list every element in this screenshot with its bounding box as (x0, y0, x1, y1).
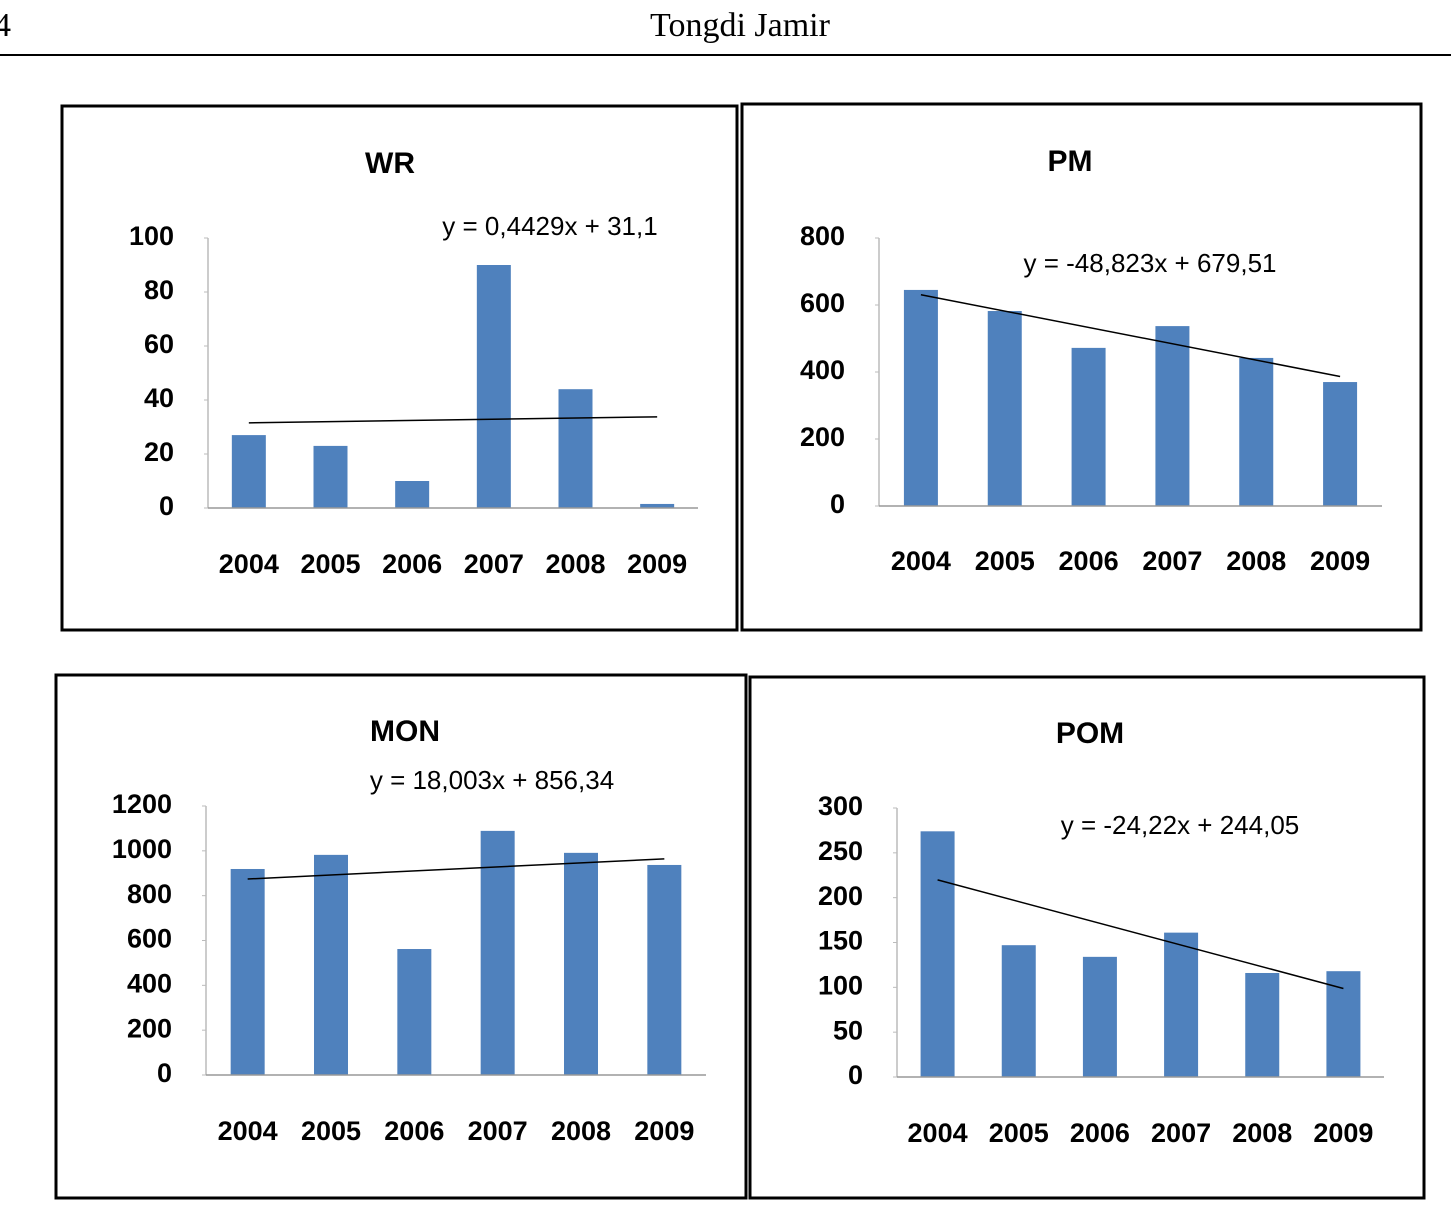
x-tick-label: 2009 (627, 549, 687, 579)
bar (1001, 945, 1036, 1077)
chart-frame (748, 675, 1426, 1200)
chart-frame (60, 104, 739, 632)
bar (903, 289, 938, 506)
trendline (937, 879, 1344, 990)
x-tick-label: 2005 (301, 1116, 361, 1146)
bar (987, 311, 1022, 506)
trendline-equation: y = 0,4429x + 31,1 (442, 211, 657, 241)
x-tick-label: 2008 (551, 1116, 611, 1146)
y-tick-label: 600 (800, 288, 845, 318)
bar (395, 481, 430, 508)
x-tick-label: 2009 (634, 1116, 694, 1146)
bar (314, 854, 348, 1075)
bar (1164, 932, 1199, 1077)
bar (480, 830, 515, 1075)
bar (640, 503, 675, 508)
x-tick-label: 2007 (468, 1116, 528, 1146)
chart-frame (54, 673, 748, 1200)
bar (1326, 971, 1361, 1077)
page-number: 4 (0, 7, 11, 44)
y-tick-label: 50 (833, 1015, 863, 1045)
bar (313, 445, 348, 508)
x-tick-label: 2004 (219, 549, 279, 579)
trendline (248, 416, 658, 424)
y-tick-label: 400 (127, 968, 172, 998)
y-tick-label: 0 (159, 491, 174, 521)
y-tick-label: 300 (818, 791, 863, 821)
y-tick-label: 100 (129, 221, 174, 251)
x-tick-label: 2005 (300, 549, 360, 579)
y-tick-label: 60 (144, 329, 174, 359)
bar (1155, 326, 1190, 506)
x-tick-label: 2006 (382, 549, 442, 579)
trendline (920, 293, 1341, 378)
y-tick-label: 1200 (112, 789, 172, 819)
y-tick-label: 40 (144, 383, 174, 413)
x-tick-label: 2008 (1232, 1118, 1292, 1148)
y-tick-label: 250 (818, 836, 863, 866)
y-tick-label: 600 (127, 924, 172, 954)
bar (558, 389, 593, 508)
x-tick-label: 2008 (1226, 546, 1286, 576)
bar (1082, 956, 1117, 1077)
bar (1071, 347, 1106, 506)
y-tick-label: 80 (144, 275, 174, 305)
y-tick-label: 150 (818, 926, 863, 956)
x-tick-label: 2009 (1310, 546, 1370, 576)
x-tick-label: 2006 (1059, 546, 1119, 576)
x-tick-label: 2007 (1151, 1118, 1211, 1148)
y-tick-label: 100 (818, 970, 863, 1000)
y-tick-label: 200 (818, 881, 863, 911)
bar (920, 831, 955, 1077)
running-title: Tongdi Jamir (650, 7, 831, 44)
bar (1323, 382, 1358, 506)
y-tick-label: 400 (800, 355, 845, 385)
x-tick-label: 2004 (218, 1116, 278, 1146)
x-tick-label: 2006 (384, 1116, 444, 1146)
x-tick-label: 2004 (891, 546, 951, 576)
bar (564, 852, 598, 1075)
bar (476, 265, 511, 508)
trendline-equation: y = -24,22x + 244,05 (1061, 810, 1300, 840)
x-tick-label: 2006 (1070, 1118, 1130, 1148)
y-tick-label: 800 (800, 221, 845, 251)
chart-title: PM (1048, 145, 1093, 178)
x-tick-label: 2009 (1313, 1118, 1373, 1148)
bar (647, 864, 682, 1075)
bar (231, 435, 266, 508)
x-tick-label: 2005 (975, 546, 1035, 576)
y-tick-label: 200 (800, 422, 845, 452)
chart-title: POM (1056, 717, 1124, 750)
chart-title: WR (365, 147, 415, 180)
trendline-equation: y = 18,003x + 856,34 (370, 765, 614, 795)
y-tick-label: 1000 (112, 834, 172, 864)
trendline-equation: y = -48,823x + 679,51 (1024, 248, 1277, 278)
y-tick-label: 0 (157, 1058, 172, 1088)
x-tick-label: 2007 (464, 549, 524, 579)
x-tick-label: 2005 (989, 1118, 1049, 1148)
x-tick-label: 2004 (908, 1118, 968, 1148)
y-tick-label: 0 (830, 489, 845, 519)
trendline (247, 858, 665, 880)
y-tick-label: 0 (848, 1060, 863, 1090)
chart-frame (740, 102, 1423, 632)
x-tick-label: 2007 (1142, 546, 1202, 576)
bar (1239, 357, 1274, 506)
x-tick-label: 2008 (545, 549, 605, 579)
y-tick-label: 200 (127, 1013, 172, 1043)
bar (230, 868, 265, 1075)
chart-title: MON (370, 715, 440, 748)
bar (1245, 972, 1280, 1077)
bar (397, 949, 432, 1075)
y-tick-label: 20 (144, 437, 174, 467)
y-tick-label: 800 (127, 879, 172, 909)
